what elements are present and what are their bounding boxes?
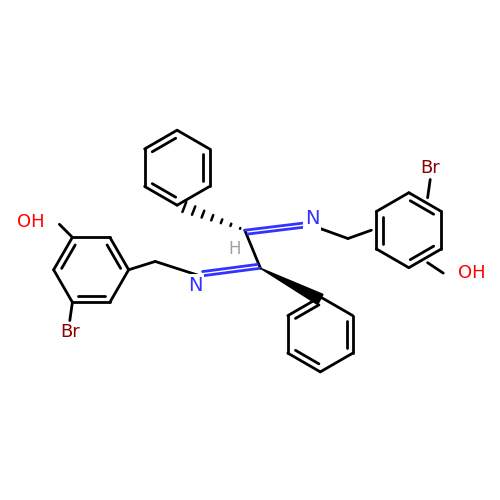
Polygon shape bbox=[260, 268, 323, 304]
Text: H: H bbox=[228, 240, 240, 258]
Text: OH: OH bbox=[458, 264, 485, 282]
Text: N: N bbox=[304, 209, 319, 228]
Text: Br: Br bbox=[60, 323, 80, 341]
Text: N: N bbox=[188, 276, 202, 295]
Text: OH: OH bbox=[17, 212, 45, 230]
Text: Br: Br bbox=[420, 159, 440, 177]
